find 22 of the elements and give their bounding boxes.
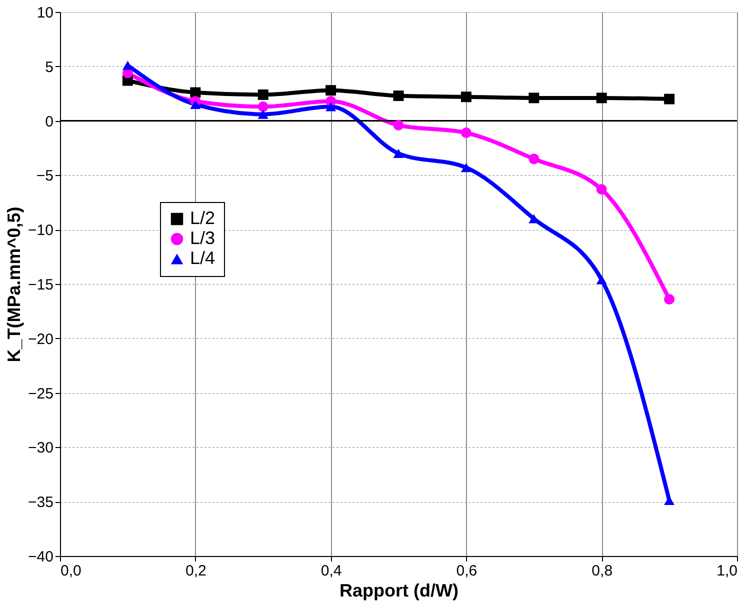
- x-tick-label: 1,0: [716, 562, 738, 580]
- legend-label: L/2: [190, 208, 216, 228]
- legend-label: L/4: [190, 248, 216, 268]
- x-tick-label: 0,8: [592, 562, 613, 580]
- y-tick-label: 10: [36, 4, 54, 22]
- y-tick-label: 0: [45, 113, 54, 130]
- x-tick-label: 0,4: [320, 562, 342, 580]
- y-axis-title: K_T(MPa.mm^0,5): [4, 206, 24, 362]
- y-tick-label: −30: [28, 440, 54, 457]
- y-tick-label: −25: [28, 385, 54, 402]
- y-tick-label: −20: [28, 330, 54, 348]
- y-tick-label: −5: [36, 168, 54, 185]
- x-tick-label: 0,2: [185, 562, 206, 580]
- y-tick-label: 5: [45, 58, 54, 76]
- y-tick-label: −10: [28, 222, 54, 240]
- y-tick-label: −35: [28, 494, 54, 512]
- x-tick-label: 0,6: [456, 562, 478, 580]
- y-tick-label: −15: [28, 276, 54, 294]
- y-tick-label: −40: [28, 548, 54, 566]
- x-tick-label: 0,0: [60, 562, 82, 580]
- legend-label: L/3: [190, 228, 216, 248]
- x-axis-title: Rapport (d/W): [340, 580, 458, 600]
